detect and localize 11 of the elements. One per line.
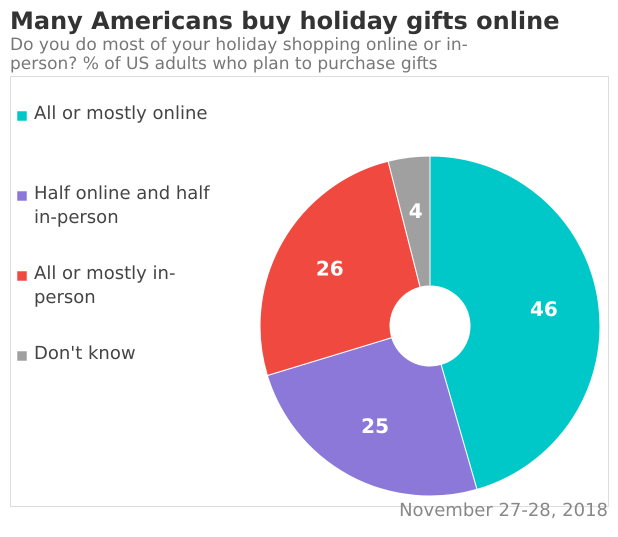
chart-title: Many Americans buy holiday gifts online (10, 7, 560, 35)
data-label: 26 (316, 256, 344, 281)
data-label: 4 (408, 198, 423, 223)
chart-subtitle: Do you do most of your holiday shopping online or in-person? % of US adults who plan to purchase gifts (10, 35, 468, 74)
legend-label: Don't know (34, 343, 136, 364)
legend-label: All or mostly online (34, 103, 208, 124)
data-label: 25 (361, 414, 390, 438)
data-label: 46 (530, 296, 558, 321)
legend-label: Half online and half in-person (34, 183, 210, 228)
text: November 27-28, 2018 (399, 500, 608, 521)
legend-label: All or mostly in-person (34, 263, 176, 308)
